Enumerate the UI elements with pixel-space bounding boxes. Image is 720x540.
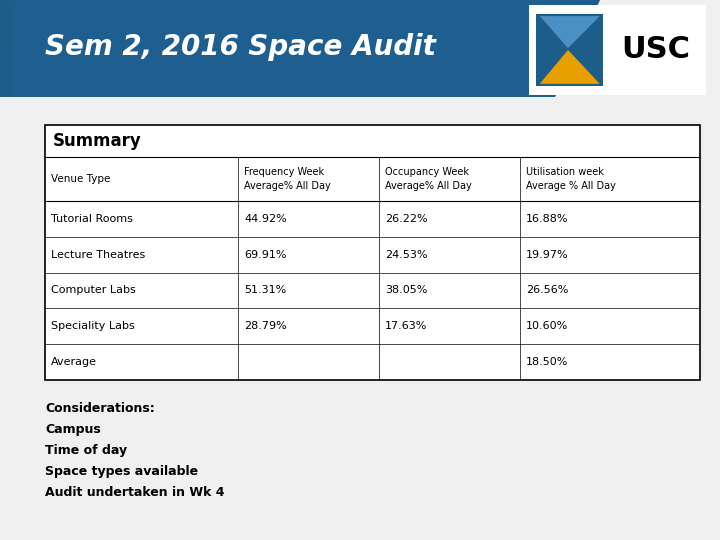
Text: Summary: Summary: [53, 132, 142, 150]
FancyBboxPatch shape: [536, 14, 603, 85]
Text: Speciality Labs: Speciality Labs: [51, 321, 135, 331]
Text: Computer Labs: Computer Labs: [51, 286, 136, 295]
Text: 38.05%: 38.05%: [385, 286, 428, 295]
Text: Occupancy Week: Occupancy Week: [385, 167, 469, 177]
Text: 16.88%: 16.88%: [526, 214, 568, 224]
Text: 10.60%: 10.60%: [526, 321, 568, 331]
Polygon shape: [540, 50, 600, 84]
Polygon shape: [10, 0, 600, 97]
Text: Sem 2, 2016 Space Audit: Sem 2, 2016 Space Audit: [45, 33, 436, 61]
Text: Venue Type: Venue Type: [51, 174, 110, 184]
Polygon shape: [540, 16, 600, 48]
Text: Space types available: Space types available: [45, 465, 198, 478]
Polygon shape: [0, 0, 600, 97]
Polygon shape: [568, 16, 600, 50]
Text: Frequency Week: Frequency Week: [244, 167, 324, 177]
Text: Campus: Campus: [45, 423, 101, 436]
Text: Time of day: Time of day: [45, 444, 127, 457]
Text: 44.92%: 44.92%: [244, 214, 287, 224]
Text: 26.56%: 26.56%: [526, 286, 568, 295]
Text: Utilisation week: Utilisation week: [526, 167, 604, 177]
Text: Average: Average: [51, 357, 97, 367]
FancyBboxPatch shape: [45, 125, 700, 380]
Text: 18.50%: 18.50%: [526, 357, 568, 367]
Text: 26.22%: 26.22%: [385, 214, 428, 224]
Text: 28.79%: 28.79%: [244, 321, 287, 331]
Text: Average% All Day: Average% All Day: [244, 181, 331, 191]
Text: Considerations:: Considerations:: [45, 402, 155, 415]
Text: USC: USC: [621, 36, 690, 64]
Text: 51.31%: 51.31%: [244, 286, 287, 295]
Text: Average % All Day: Average % All Day: [526, 181, 616, 191]
Text: 69.91%: 69.91%: [244, 249, 287, 260]
Text: 19.97%: 19.97%: [526, 249, 569, 260]
Text: Lecture Theatres: Lecture Theatres: [51, 249, 145, 260]
Text: 17.63%: 17.63%: [385, 321, 428, 331]
Text: Audit undertaken in Wk 4: Audit undertaken in Wk 4: [45, 486, 225, 499]
Text: 24.53%: 24.53%: [385, 249, 428, 260]
Text: Tutorial Rooms: Tutorial Rooms: [51, 214, 133, 224]
FancyBboxPatch shape: [529, 5, 706, 94]
Text: Average% All Day: Average% All Day: [385, 181, 472, 191]
